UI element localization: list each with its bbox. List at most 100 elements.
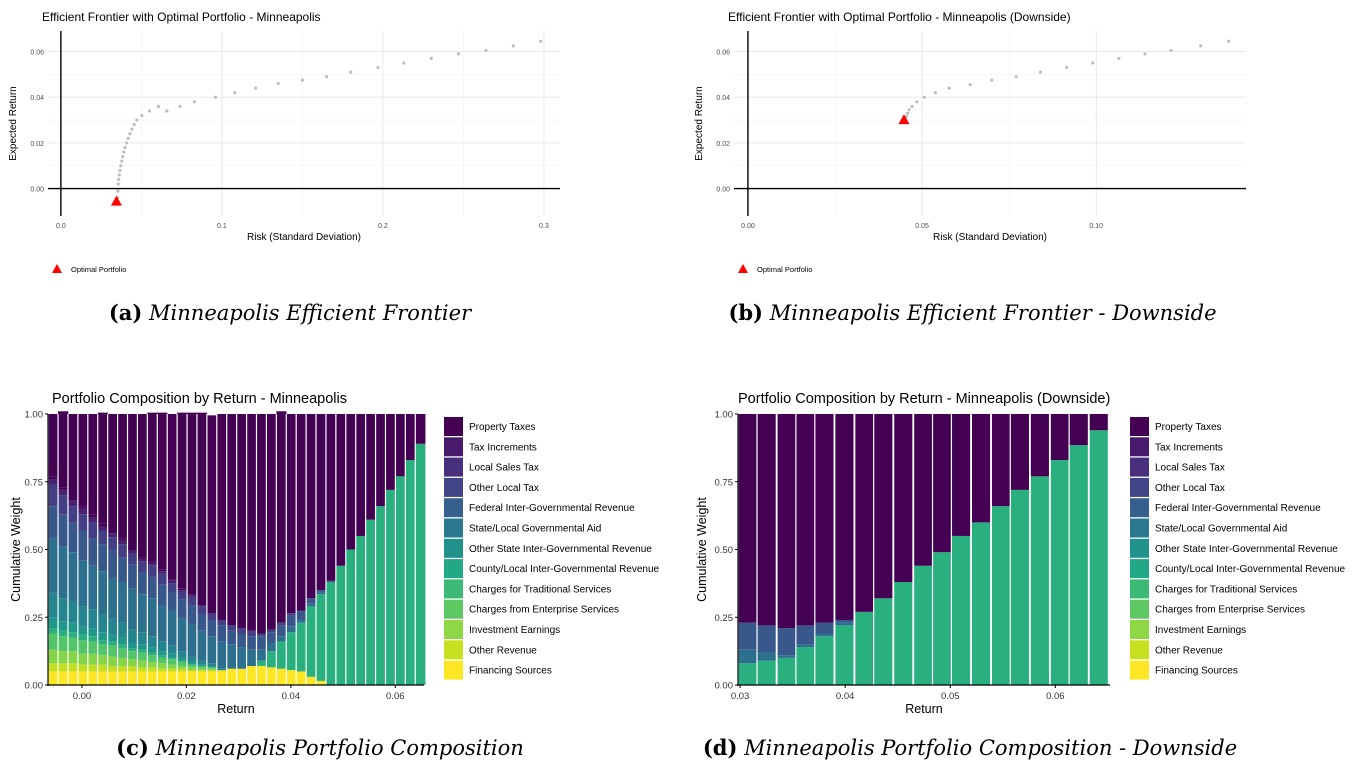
bar-segment [48,592,59,618]
frontier-point [192,100,197,104]
frontier-point [124,141,129,145]
bar-segment [97,671,108,685]
frontier-point [140,113,144,118]
bar-segment [87,671,99,685]
bar-segment [187,596,198,606]
bar-segment [913,565,933,685]
legend-swatch [1130,417,1149,436]
bar-segment [1010,489,1029,685]
bar-segment [795,647,815,685]
x-axis-label: Risk (Standard Deviation) [933,232,1047,243]
bar-segment [206,663,218,667]
frontier-point [132,123,136,127]
bar-segment [177,618,188,652]
bar-segment [127,414,138,550]
bar-segment [206,667,218,669]
bar-segment [48,617,59,629]
frontier-point [117,177,121,182]
legend-label: State/Local Governmental Aid [469,524,601,535]
optimal-portfolio-point [110,195,122,206]
frontier-point [276,81,280,86]
bar-segment [187,605,198,625]
bar-segment [795,644,815,648]
bar-segment [306,676,317,685]
bar-segment [127,666,138,672]
bar-segment [48,414,59,477]
bar-segment [196,666,208,669]
bar-segment [67,522,79,553]
bar-segment [127,648,138,652]
bar-segment [738,663,757,685]
legend-label: Federal Inter-Governmental Revenue [469,503,635,514]
bar-segment [971,414,991,523]
bar-segment [127,651,138,660]
frontier-point [1038,70,1043,74]
bar-segment [873,598,893,685]
bar-segment [834,619,854,623]
bar-segment [365,519,376,685]
legend-label: Federal Inter-Governmental Revenue [1155,503,1321,514]
bar-segment [107,577,118,619]
frontier-point [233,91,237,95]
y-tick-label: 0.75 [715,477,734,488]
bar-segment [167,671,178,685]
legend-label: County/Local Inter-Governmental Revenue [1155,564,1346,575]
bar-segment [167,610,178,646]
bar-segment [157,571,168,574]
frontier-point [126,136,130,140]
bar-segment [814,414,834,623]
bar-segment [167,583,178,592]
x-tick-label: 0.0 [56,223,66,230]
optimal-portfolio-point [898,114,910,125]
bar-segment [296,610,307,612]
bar-segment [58,663,69,672]
bar-segment [107,645,118,657]
bar-segment [1089,414,1108,431]
bar-segment [77,664,89,672]
bar-segment [157,663,168,669]
legend-label: Other Local Tax [1155,483,1225,494]
chart-title: Efficient Frontier with Optimal Portfoli… [728,10,1071,24]
x-tick-label: 0.06 [386,691,405,702]
bar-segment [991,506,1011,685]
legend-swatch [1130,498,1149,518]
bar-segment [87,636,99,642]
frontier-point [910,104,914,108]
legend-swatch [444,518,463,538]
bar-segment [256,636,267,650]
bar-segment [795,414,815,626]
y-axis-label: Expected Return [694,86,705,161]
bar-segment [296,611,307,620]
bar-segment [77,626,89,635]
y-tick-label: 0.25 [715,613,734,624]
bar-segment [137,594,148,633]
legend-swatch [1130,599,1149,619]
bar-segment [107,671,118,685]
bar-segment [893,414,913,583]
bar-segment [306,414,317,599]
bar-segment [87,653,99,665]
bar-segment [854,611,874,685]
bar-segment [177,651,188,658]
legend-label: Charges from Enterprise Services [469,605,619,616]
legend-label: Financing Sources [469,666,552,677]
bar-segment [177,660,188,662]
frontier-point [968,83,972,87]
bar-segment [48,538,59,593]
bar-segment [117,666,128,672]
y-tick-label: 0.25 [25,613,44,624]
chart-title: Efficient Frontier with Optimal Portfoli… [42,10,321,24]
bar-segment [58,630,69,637]
bar-segment [177,661,188,667]
bar-segment [206,670,218,672]
bar-segment [147,661,158,668]
frontier-chart-b: Efficient Frontier with Optimal Portfoli… [694,10,1246,274]
bar-segment [147,636,158,648]
bar-segment [355,535,366,685]
bar-segment [738,414,757,623]
bar-segment [226,644,237,669]
x-tick-label: 0.00 [741,223,755,230]
bar-segment [276,668,287,685]
frontier-point [120,159,124,163]
bar-segment [196,606,208,615]
